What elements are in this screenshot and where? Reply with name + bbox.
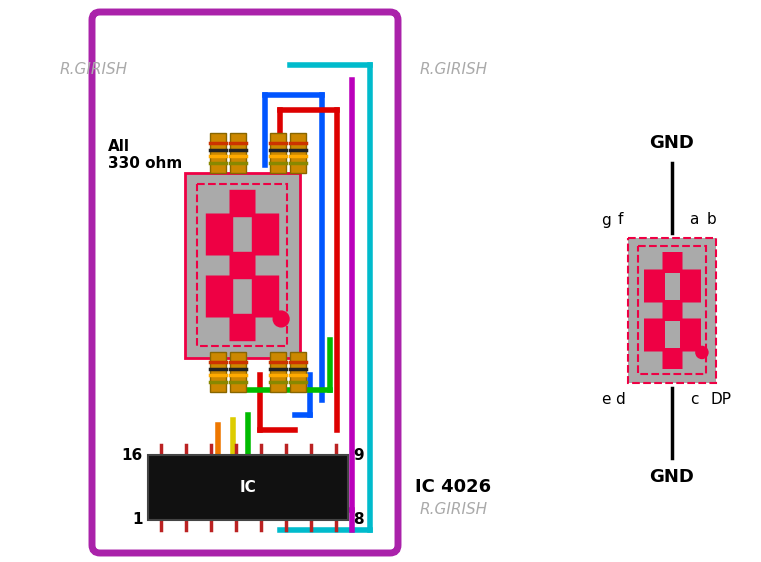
- Text: All
330 ohm: All 330 ohm: [108, 139, 182, 171]
- Bar: [210, 352, 226, 392]
- Text: 9: 9: [353, 447, 364, 463]
- Bar: [270, 133, 286, 173]
- Text: R.GIRISH: R.GIRISH: [60, 62, 128, 78]
- Bar: [628, 238, 716, 383]
- Text: DP: DP: [711, 392, 731, 407]
- Circle shape: [273, 311, 289, 327]
- Bar: [638, 246, 706, 374]
- Bar: [184, 173, 300, 357]
- Text: 8: 8: [353, 513, 364, 528]
- Text: 1: 1: [132, 513, 143, 528]
- Text: R.GIRISH: R.GIRISH: [420, 62, 488, 78]
- Bar: [230, 133, 246, 173]
- Text: d: d: [615, 392, 625, 407]
- Bar: [290, 133, 306, 173]
- Circle shape: [696, 346, 708, 359]
- Text: a: a: [689, 212, 699, 228]
- Bar: [230, 352, 246, 392]
- Text: f: f: [617, 212, 622, 228]
- Text: 16: 16: [122, 447, 143, 463]
- Text: IC 4026: IC 4026: [415, 478, 491, 496]
- Text: c: c: [689, 392, 699, 407]
- Bar: [148, 455, 348, 520]
- Bar: [210, 133, 226, 173]
- Bar: [197, 184, 287, 346]
- Text: GND: GND: [650, 468, 695, 486]
- Text: GND: GND: [650, 134, 695, 152]
- Bar: [270, 352, 286, 392]
- Text: g: g: [601, 212, 611, 228]
- Text: R.GIRISH: R.GIRISH: [420, 502, 488, 518]
- Text: b: b: [706, 212, 716, 228]
- Bar: [290, 352, 306, 392]
- Text: IC: IC: [240, 480, 256, 495]
- Text: e: e: [601, 392, 611, 407]
